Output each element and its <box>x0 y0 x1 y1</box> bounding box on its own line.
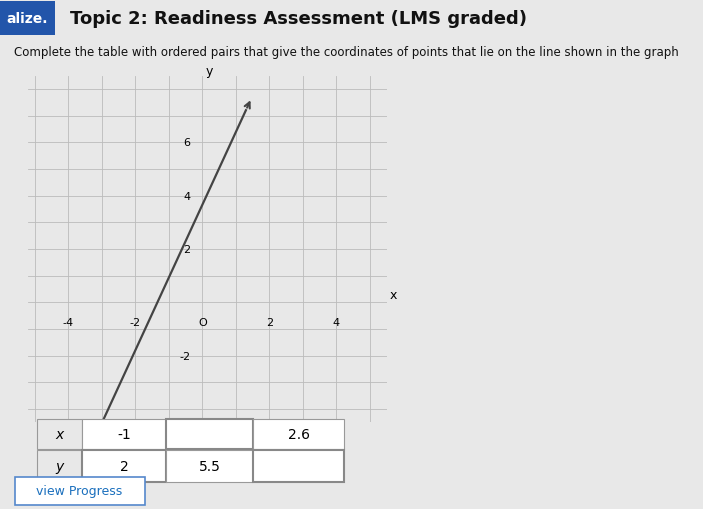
Bar <box>166 419 253 449</box>
Text: Complete the table with ordered pairs that give the coordinates of points that l: Complete the table with ordered pairs th… <box>14 46 679 59</box>
Text: Topic 2: Readiness Assessment (LMS graded): Topic 2: Readiness Assessment (LMS grade… <box>70 10 527 28</box>
Bar <box>82 419 166 449</box>
FancyBboxPatch shape <box>0 2 55 36</box>
Text: -2: -2 <box>179 351 191 361</box>
Text: -2: -2 <box>130 317 141 327</box>
Text: y: y <box>56 459 64 473</box>
Bar <box>82 450 166 482</box>
Text: 5.5: 5.5 <box>199 459 221 473</box>
Text: 2: 2 <box>266 317 273 327</box>
Text: y: y <box>205 65 213 77</box>
Text: x: x <box>389 288 397 301</box>
Bar <box>253 450 344 482</box>
Bar <box>37 450 82 482</box>
Text: O: O <box>198 317 207 327</box>
Text: 2: 2 <box>183 244 191 254</box>
Bar <box>253 419 344 449</box>
Text: x: x <box>56 427 64 441</box>
Text: 2.6: 2.6 <box>288 427 310 441</box>
Text: 4: 4 <box>183 191 191 201</box>
Text: 6: 6 <box>183 138 191 148</box>
Bar <box>166 450 253 482</box>
Text: -1: -1 <box>117 427 131 441</box>
Text: 2: 2 <box>120 459 129 473</box>
Text: 4: 4 <box>333 317 340 327</box>
Text: -4: -4 <box>63 317 74 327</box>
Bar <box>37 419 82 449</box>
Text: alize.: alize. <box>6 12 48 26</box>
Text: view Progress: view Progress <box>37 484 122 497</box>
